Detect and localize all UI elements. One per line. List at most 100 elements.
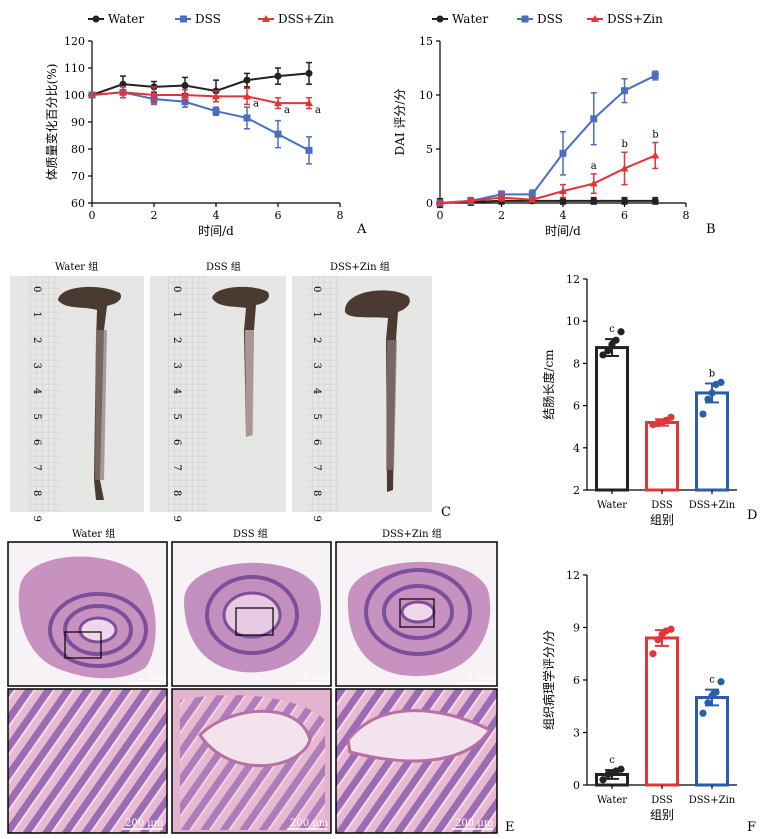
ruler-number: 3	[171, 363, 182, 369]
tissue-ring	[63, 604, 133, 656]
data-point-zin	[305, 99, 313, 107]
data-point-zin	[243, 92, 251, 100]
y-tick-label: 15	[419, 35, 433, 48]
y-tick-label: 60	[71, 197, 85, 210]
tissue-lumen	[222, 591, 282, 639]
data-point-zin	[436, 199, 444, 206]
photo-title-dss: DSS 组	[206, 260, 241, 273]
data-point	[712, 688, 720, 696]
colon-distal	[95, 330, 107, 480]
y-tick-label: 100	[64, 89, 85, 102]
ruler-number: 1	[311, 312, 322, 318]
legend-marker-dss	[180, 15, 187, 23]
x-tick-label: 0	[437, 209, 444, 222]
data-point	[699, 410, 707, 418]
series-line-water	[91, 72, 310, 96]
data-point	[604, 347, 612, 355]
scale-bar-label: 200 μm	[455, 818, 494, 829]
y-tick-label: 6	[573, 674, 580, 687]
ruler-number: 7	[31, 465, 42, 471]
x-tick-label: 2	[151, 209, 158, 222]
data-point-water	[559, 197, 567, 205]
series-line-dss-zin	[91, 91, 309, 105]
histo-high-dss: 200 μm	[171, 688, 332, 834]
data-point-zin	[497, 193, 506, 201]
plot-f: 0 3 6 9 12 Water c DSS DSS+Zin c 组别 组织病理学评分/分	[541, 569, 737, 822]
panel-label-d: D	[747, 508, 757, 523]
data-point-dss	[181, 98, 189, 106]
scale-bar-label: 200 μm	[125, 818, 164, 829]
ruler-number: 3	[311, 363, 322, 369]
data-point-dss	[274, 130, 282, 138]
data-point	[704, 699, 712, 707]
x-tick-label: 0	[89, 209, 96, 222]
ruler-number: 4	[171, 388, 182, 394]
data-point-water	[181, 82, 189, 90]
data-point-dss	[559, 149, 567, 157]
ruler-number: 3	[31, 363, 42, 369]
ruler-number: 9	[311, 516, 322, 522]
data-point	[708, 389, 716, 397]
plot-b: 0 5 10 15 0 2 4 6 8 时间/d DAI 评分/分 a b b	[393, 35, 690, 238]
legend-label-water: Water	[108, 12, 144, 26]
y-tick-label: 9	[573, 622, 580, 635]
y-tick-label: 5	[426, 143, 433, 156]
ruler-number: 5	[311, 414, 322, 420]
scale-bar-label: 200 μm	[290, 818, 329, 829]
data-point-water	[243, 76, 251, 84]
data-point-zin	[528, 195, 537, 203]
ruler-number: 6	[171, 439, 182, 445]
histo-high-water: 200 μm	[7, 688, 168, 834]
x-tick-label: Water	[597, 795, 627, 806]
data-point-dss	[305, 146, 313, 154]
ruler-number: 7	[171, 465, 182, 471]
data-point-dss	[651, 72, 659, 80]
data-point-dss	[621, 87, 628, 95]
y-tick-label: 4	[573, 442, 580, 455]
plot-d: 2 4 6 8 10 12 Water c DSS DSS+Zin b 组别 结肠长度/cm	[541, 273, 737, 527]
tissue-ring	[382, 584, 454, 640]
ruler-number: 2	[311, 337, 322, 343]
data-point-zin	[559, 187, 567, 195]
bar-dss	[645, 636, 679, 787]
data-point	[599, 776, 607, 784]
tissue-ring	[48, 592, 148, 668]
data-point-dss	[243, 114, 251, 122]
data-point	[612, 336, 620, 344]
bar-water	[595, 346, 629, 492]
ruler-number: 2	[171, 337, 182, 343]
colon-specimen	[212, 286, 269, 437]
legend-label-water-b: Water	[452, 12, 488, 26]
ruler-number: 2	[31, 337, 42, 343]
series-line-water	[439, 199, 656, 204]
x-tick-label: DSS+Zin	[689, 795, 736, 806]
ruler-number: 4	[31, 388, 42, 394]
scale-bar-label: 2 mm	[466, 672, 495, 683]
colon-distal	[386, 340, 397, 470]
ruler-numbers: 0 1 2 3 4 5 6 7 8 9	[311, 286, 322, 522]
panel-label-b: B	[706, 222, 716, 237]
data-point-zin	[466, 196, 475, 204]
data-point	[699, 709, 707, 717]
ruler-number: 0	[311, 286, 322, 292]
colon-photo-dss: 0 1 2 3 4 5 6 7 8 9	[150, 276, 286, 522]
panel-b: Water DSS DSS+Zin 0 5 10 15 0 2 4 6 8 时间/d DAI 评分/…	[393, 12, 716, 238]
data-point-dss	[590, 115, 598, 123]
tissue-lumen	[198, 709, 312, 768]
data-point	[649, 650, 657, 658]
panel-a: Water DSS DSS+Zin 60 70 80 90 100 110 120 0 2 4 6 8…	[44, 12, 367, 238]
legend-marker-water-b	[436, 15, 444, 23]
ruler-number: 8	[311, 490, 322, 496]
tissue-ring	[205, 575, 299, 655]
histo-low-dss: 2 mm	[171, 541, 332, 687]
data-point-zin	[212, 92, 220, 100]
x-tick-label: DSS	[651, 795, 673, 806]
colon-photo-water: 0 1 2 3 4 5 6 7 8 9	[10, 276, 144, 522]
x-tick-label: 4	[560, 209, 567, 222]
data-point	[617, 328, 625, 336]
y-tick-label: 120	[64, 35, 85, 48]
bar-dss-zin	[695, 391, 729, 492]
zoom-box	[64, 631, 102, 659]
x-tick-label: 8	[337, 209, 344, 222]
